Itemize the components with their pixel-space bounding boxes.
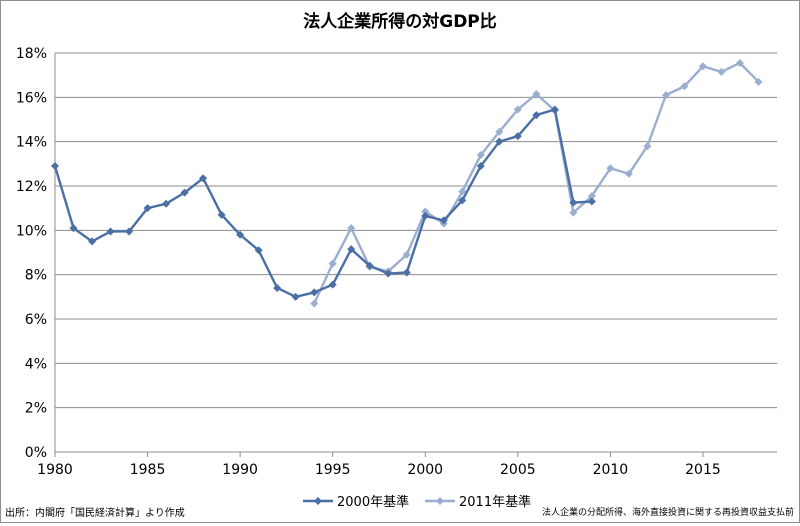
data-point (217, 210, 226, 219)
y-tick-label: 14% (16, 135, 47, 151)
x-tick-label: 1980 (37, 462, 73, 478)
data-point (328, 280, 337, 289)
data-point (291, 292, 300, 301)
x-tick-label: 1990 (222, 462, 258, 478)
y-tick-label: 6% (25, 312, 47, 328)
data-point (680, 82, 689, 91)
data-point (180, 188, 189, 197)
x-tick-label: 2010 (593, 462, 629, 478)
x-tick-label: 2005 (500, 462, 536, 478)
legend-item-1: 2000年基準 (303, 494, 409, 510)
y-tick-label: 8% (25, 268, 47, 284)
y-tick-label: 2% (25, 401, 47, 417)
y-tick-label: 12% (16, 179, 47, 195)
legend-item-2: 2011年基準 (425, 494, 531, 510)
data-point (624, 169, 633, 178)
y-tick-label: 10% (16, 223, 47, 239)
data-point (458, 187, 467, 196)
legend-label: 2000年基準 (337, 494, 409, 510)
y-tick-label: 16% (16, 90, 47, 106)
data-point (735, 58, 744, 67)
data-point (421, 211, 430, 220)
data-point (661, 91, 670, 100)
series-line (313, 61, 760, 304)
chart-title: 法人企業所得の対GDP比 (303, 11, 497, 32)
legend-marker (314, 497, 322, 505)
x-tick-label: 2000 (407, 462, 443, 478)
y-tick-label: 4% (25, 356, 47, 372)
series-2 (310, 58, 763, 308)
data-point (125, 227, 134, 236)
x-tick-label: 1995 (315, 462, 351, 478)
data-point (458, 196, 467, 205)
data-point (310, 299, 319, 308)
data-point (587, 197, 596, 206)
data-point (347, 224, 356, 233)
data-point (273, 283, 282, 292)
data-point (569, 198, 578, 207)
axis-layer: 0% 2% 4% 6% 8% 10% 12% 14% 16% 18% 1980 1985 1990 199… (16, 46, 777, 478)
legend: 2000年基準 2011年基準 (303, 494, 531, 510)
data-point (143, 204, 152, 213)
data-point (587, 191, 596, 200)
data-point (421, 207, 430, 216)
data-point (199, 174, 208, 183)
data-point (513, 132, 522, 141)
data-point (606, 164, 615, 173)
data-point (643, 142, 652, 151)
data-point (754, 77, 763, 86)
data-point (495, 137, 504, 146)
data-point (328, 259, 337, 268)
x-tick-label: 1985 (130, 462, 166, 478)
series-line (53, 108, 592, 299)
data-point (532, 111, 541, 120)
data-point (698, 62, 707, 71)
source-note: 出所：内閣府「国民経済計算」より作成 (5, 506, 185, 519)
legend-label: 2011年基準 (459, 494, 531, 510)
data-point (495, 127, 504, 136)
data-point (513, 105, 522, 114)
data-point (254, 246, 263, 255)
data-point (236, 230, 245, 239)
data-point (384, 269, 393, 278)
legend-marker (436, 497, 444, 505)
data-point (569, 208, 578, 217)
data-point (717, 67, 726, 76)
data-point (550, 105, 559, 114)
data-point (476, 162, 485, 171)
data-point (51, 162, 59, 171)
data-point (476, 150, 485, 159)
data-point (69, 224, 78, 233)
data-point (532, 90, 541, 99)
y-tick-label: 0% (25, 445, 47, 461)
data-point (347, 245, 356, 254)
data-point (402, 250, 411, 259)
data-point (439, 216, 448, 225)
data-point (162, 199, 171, 208)
x-tick-label: 2015 (685, 462, 721, 478)
series-1 (51, 105, 596, 301)
series-layer (51, 58, 763, 308)
data-point (88, 237, 97, 246)
data-point (310, 288, 319, 297)
data-point (402, 268, 411, 277)
definition-note: 法人企業の分配所得、海外直接投資に関する再投資収益支払前 (542, 506, 794, 518)
data-point (365, 261, 374, 270)
y-tick-label: 18% (16, 46, 47, 62)
data-point (106, 227, 115, 236)
